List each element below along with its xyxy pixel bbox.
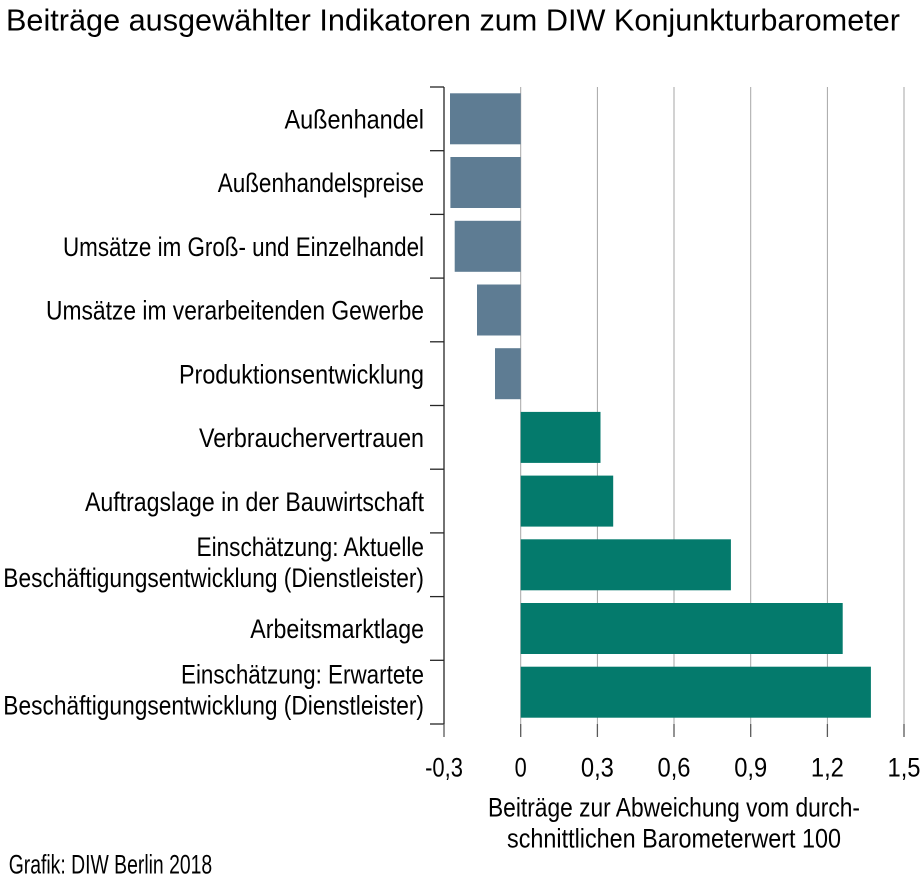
svg-text:Arbeitsmarktlage: Arbeitsmarktlage <box>250 614 424 644</box>
svg-text:Einschätzung: Erwartete: Einschätzung: Erwartete <box>181 660 424 690</box>
svg-text:Verbrauchervertrauen: Verbrauchervertrauen <box>199 423 424 453</box>
svg-text:0: 0 <box>515 752 527 782</box>
svg-text:Beschäftigungsentwicklung (Die: Beschäftigungsentwicklung (Dienstleister… <box>3 563 424 593</box>
svg-text:1,5: 1,5 <box>888 752 920 782</box>
svg-text:Beiträge ausgewählter Indikato: Beiträge ausgewählter Indikatoren zum DI… <box>6 3 900 37</box>
svg-text:Umsätze im Groß- und Einzelhan: Umsätze im Groß- und Einzelhandel <box>63 232 424 262</box>
svg-text:Beiträge zur Abweichung vom du: Beiträge zur Abweichung vom durch- <box>488 793 860 823</box>
svg-text:0,6: 0,6 <box>658 752 691 782</box>
svg-text:0,3: 0,3 <box>581 752 614 782</box>
svg-text:Außenhandelspreise: Außenhandelspreise <box>218 168 424 198</box>
svg-text:0,9: 0,9 <box>734 752 767 782</box>
svg-text:Außenhandel: Außenhandel <box>285 105 425 135</box>
svg-text:1,2: 1,2 <box>811 752 844 782</box>
svg-text:-0,3: -0,3 <box>425 752 463 782</box>
svg-text:Auftragslage in der Bauwirtsch: Auftragslage in der Bauwirtschaft <box>85 487 424 517</box>
svg-text:Produktionsentwicklung: Produktionsentwicklung <box>179 359 424 389</box>
svg-text:Umsätze im verarbeitenden Gewe: Umsätze im verarbeitenden Gewerbe <box>46 296 424 326</box>
svg-text:Beschäftigungsentwicklung (Die: Beschäftigungsentwicklung (Dienstleister… <box>3 690 424 720</box>
svg-text:schnittlichen Barometerwert 10: schnittlichen Barometerwert 100 <box>507 823 841 853</box>
svg-text:Einschätzung: Aktuelle: Einschätzung: Aktuelle <box>197 532 425 562</box>
svg-text:Grafik: DIW Berlin 2018: Grafik: DIW Berlin 2018 <box>9 850 213 880</box>
